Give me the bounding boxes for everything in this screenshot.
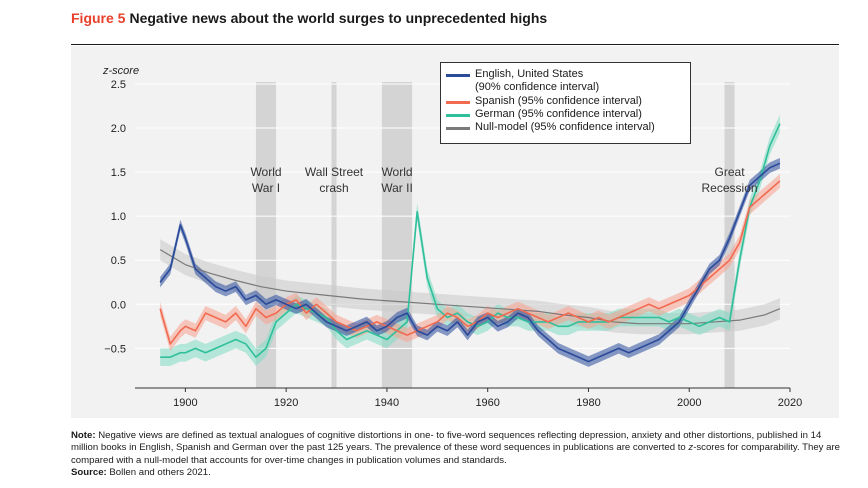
title-rule (71, 44, 839, 45)
legend-swatch (446, 127, 470, 131)
line-null-model (159, 249, 781, 325)
x-tick-label: 1900 (173, 397, 197, 409)
x-tick-label: 2000 (677, 397, 701, 409)
annotation-wall-street-crash: Wall Street crash (305, 165, 364, 195)
source-text: Bollen and others 2021. (109, 467, 211, 479)
band-english-united-states (160, 158, 780, 367)
legend-label: German (95% confidence interval) (475, 107, 642, 120)
annotation-line: World (381, 165, 412, 179)
legend-swatch (446, 74, 470, 77)
note-text-2: -scores for comparability. They are comp… (71, 442, 840, 466)
annotation-line: War II (381, 181, 413, 195)
legend-item-english-united-states: English, United States (441, 68, 690, 81)
annotation-world-war-i: World War I (250, 165, 281, 195)
line-english-united-states (159, 162, 781, 363)
note-z-italic: z (688, 442, 694, 454)
y-tick-label: 2.5 (111, 79, 126, 91)
band-german (160, 114, 780, 366)
annotation-line: Recession (702, 181, 758, 195)
x-tick-label: 2020 (778, 397, 802, 409)
legend-label: (90% confidence interval) (475, 81, 600, 94)
legend-item-spanish: Spanish (95% confidence interval) (441, 95, 690, 108)
figure-title: Figure 5 Negative news about the world su… (71, 10, 547, 26)
axes: 2.5 2.0 1.5 1.0 0.5 0.0 −0.5 1900 1920 1940 1960 19… (104, 79, 802, 409)
legend-label: Null-model (95% confidence interval) (475, 121, 655, 134)
annotation-line: War I (252, 181, 280, 195)
shade-wall-street-crash (331, 82, 337, 388)
y-tick-label: 0.0 (111, 299, 126, 311)
series-lines (159, 123, 781, 363)
confidence-bands (160, 114, 780, 367)
note-label: Note: (71, 430, 96, 441)
figure-title-text: Negative news about the world surges to … (129, 10, 548, 26)
annotation-line: Great (715, 165, 746, 179)
period-annotations: World War I Wall Street crash World War II Gre… (250, 165, 757, 195)
annotation-world-war-ii: World War II (381, 165, 413, 195)
annotation-line: World (250, 165, 281, 179)
y-tick-label: −0.5 (104, 343, 126, 355)
y-tick-label: 1.5 (111, 167, 126, 179)
legend-label: Spanish (95% confidence interval) (475, 94, 642, 107)
legend-swatch (446, 100, 470, 104)
y-tick-label: 2.0 (111, 123, 126, 135)
legend-swatch (446, 113, 470, 117)
legend-item-null-model: Null-model (95% confidence interval) (441, 121, 690, 134)
x-tick-label: 1920 (274, 397, 298, 409)
note-text-1: Negative views are defined as textual an… (71, 430, 822, 454)
figure-label: Figure 5 (71, 10, 126, 26)
x-tick-label: 1960 (475, 397, 499, 409)
x-tick-label: 1980 (576, 397, 600, 409)
legend-item-english-united-states: (90% confidence interval) (441, 81, 690, 94)
source-label: Source: (71, 467, 107, 479)
y-axis-label: z-score (102, 65, 139, 77)
note: Note: Negative views are defined as text… (71, 430, 851, 480)
y-tick-label: 1.0 (111, 211, 126, 223)
annotation-great-recession: Great Recession (702, 165, 758, 195)
legend-label: English, United States (475, 68, 584, 80)
legend-item-german: German (95% confidence interval) (441, 108, 690, 121)
y-tick-label: 0.5 (111, 255, 126, 267)
annotation-line: crash (319, 181, 348, 195)
annotation-line: Wall Street (305, 165, 364, 179)
line-spanish (159, 180, 781, 345)
line-german (160, 123, 781, 358)
legend: English, United States (90% confidence in… (440, 62, 691, 144)
x-tick-label: 1940 (375, 397, 399, 409)
